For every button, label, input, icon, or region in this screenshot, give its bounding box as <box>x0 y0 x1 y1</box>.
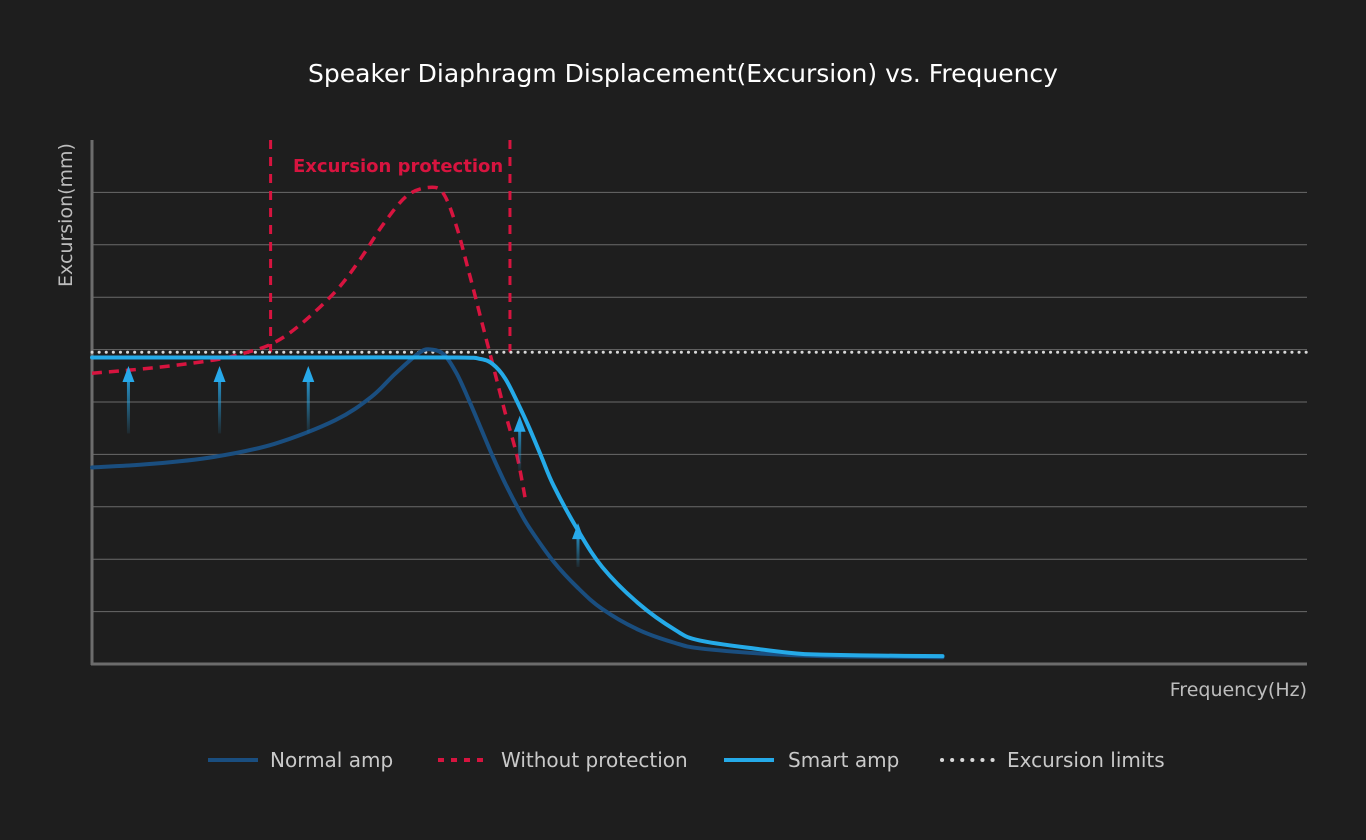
axes <box>90 140 1307 666</box>
boost-arrow-head <box>513 415 526 432</box>
series-layer <box>90 185 1309 660</box>
series-normal-amp <box>90 347 945 660</box>
protection-region <box>269 140 512 353</box>
boost-arrow-head <box>302 365 315 382</box>
legend-label-without-protection: Without protection <box>501 748 688 772</box>
grid-lines <box>92 191 1307 613</box>
legend-label-excursion-limits: Excursion limits <box>1007 748 1165 772</box>
boost-arrows <box>122 365 584 568</box>
boost-arrow-head <box>213 365 226 382</box>
x-axis-label: Frequency(Hz) <box>1170 679 1307 701</box>
y-axis-label: Excursion(mm) <box>55 143 77 287</box>
legend: Normal amp Without protection Smart amp … <box>208 748 1165 772</box>
protection-label: Excursion protection <box>293 156 503 177</box>
chart-title: Speaker Diaphragm Displacement(Excursion… <box>308 59 1058 88</box>
boost-arrow-head <box>572 523 584 540</box>
boost-arrow-head <box>122 365 135 382</box>
legend-label-smart-amp: Smart amp <box>788 748 899 772</box>
legend-label-normal-amp: Normal amp <box>270 748 393 772</box>
series-smart-amp <box>90 355 945 659</box>
